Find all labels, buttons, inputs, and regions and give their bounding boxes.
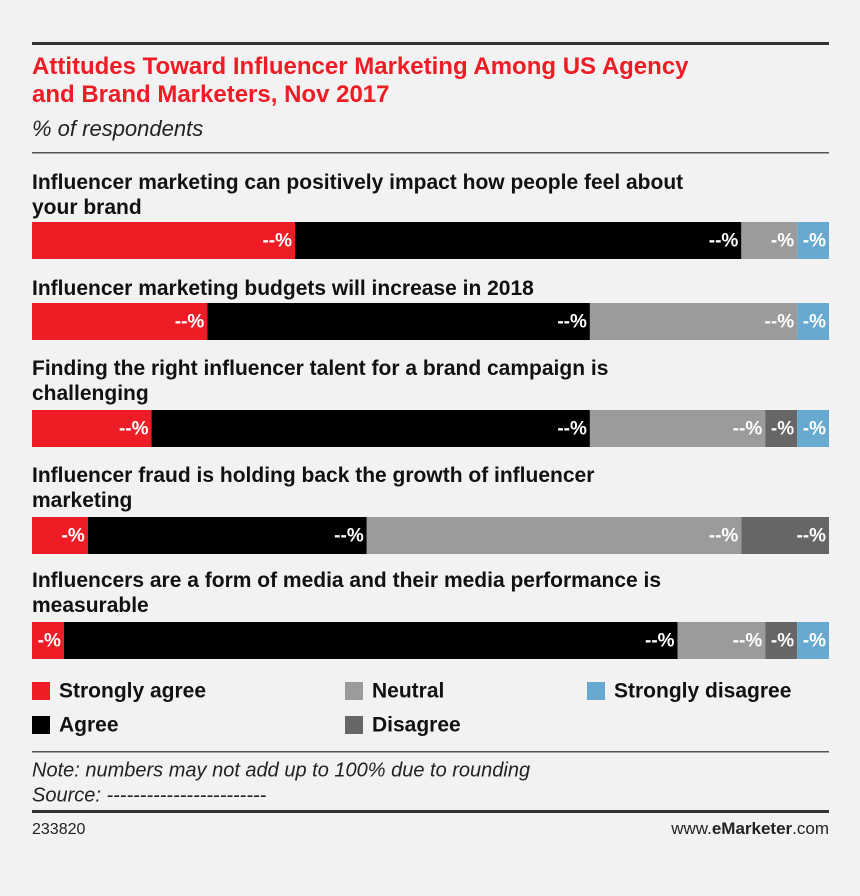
value-label: --% [733,631,763,652]
bar-segment [797,303,829,340]
bar-segment [797,410,829,447]
category-label: Influencer fraud is holding back the gro… [32,464,594,512]
legend-label: Neutral [372,680,444,703]
value-label: --% [334,526,364,547]
site: www.eMarketer.com [670,819,829,838]
bar-segment [63,622,678,659]
value-label: -% [803,231,826,252]
value-label: --% [709,231,739,252]
legend-swatch [345,716,363,734]
chart-subtitle: % of respondents [32,116,203,141]
legend-swatch [32,716,50,734]
value-label: --% [765,312,795,333]
value-label: --% [796,526,826,547]
bar-segment [589,410,766,447]
bar-segment [741,222,798,259]
value-label: --% [262,231,292,252]
top-rule [32,42,829,45]
bar-segment [32,622,64,659]
bar-segment [32,222,296,259]
value-label: --% [119,419,149,440]
value-label: -% [771,631,794,652]
legend-label: Disagree [372,714,461,737]
value-label: --% [557,312,587,333]
category-label: Influencer marketing can positively impa… [32,171,683,219]
value-label: --% [175,312,205,333]
bar-segment [589,303,798,340]
category-label: Influencers are a form of media and thei… [32,569,661,617]
note: Note: numbers may not add up to 100% due… [32,759,530,781]
bar-segment [797,222,829,259]
bar-segment [87,517,367,554]
chart-title: Attitudes Toward Influencer Marketing Am… [32,53,689,108]
value-label: --% [709,526,739,547]
value-label: -% [38,631,61,652]
source: Source: ------------------------ [32,784,267,806]
value-label: -% [803,312,826,333]
bar-segment [741,517,829,554]
chart-id: 233820 [32,821,85,838]
value-label: -% [771,231,794,252]
value-label: --% [645,631,675,652]
legend-swatch [587,682,605,700]
value-label: -% [62,526,85,547]
value-label: --% [733,419,763,440]
bar-segment [32,517,88,554]
bar-segment [295,222,742,259]
value-label: -% [771,419,794,440]
rule [32,152,829,154]
bar-segment [765,622,798,659]
value-label: -% [803,631,826,652]
bar-segment [366,517,742,554]
legend-swatch [32,682,50,700]
site-brand: eMarketer [712,819,793,838]
category-label: Influencer marketing budgets will increa… [32,277,534,300]
bar-segment [765,410,798,447]
legend-label: Strongly disagree [614,680,791,703]
legend-swatch [345,682,363,700]
legend-label: Agree [59,714,119,737]
bar-segment [677,622,766,659]
category-label: Finding the right influencer talent for … [32,357,608,405]
site-prefix: www. [670,819,712,838]
value-label: -% [803,419,826,440]
bar-segment [32,303,208,340]
rule [32,751,829,753]
bar-segment [797,622,829,659]
site-suffix: .com [792,819,829,838]
bar-segment [207,303,590,340]
bar-segment [32,410,152,447]
legend-label: Strongly agree [59,680,206,703]
value-label: --% [557,419,587,440]
bar-segment [151,410,590,447]
bottom-rule [32,810,829,813]
